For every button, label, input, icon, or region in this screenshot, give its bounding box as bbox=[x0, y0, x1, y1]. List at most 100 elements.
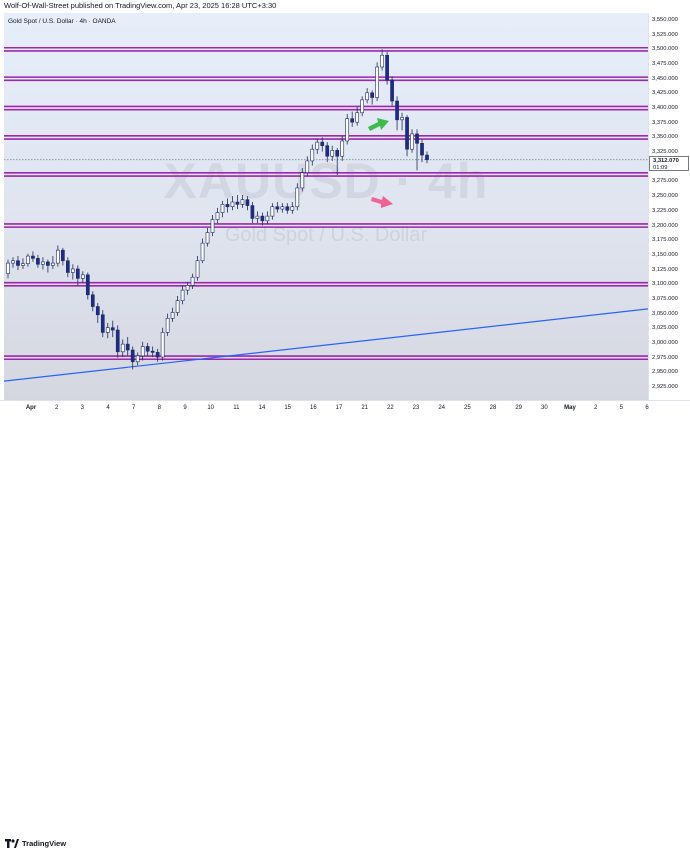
candle-down bbox=[371, 93, 374, 98]
price-tick: 3,000.000 bbox=[652, 340, 678, 346]
tradingview-logo-icon bbox=[5, 839, 19, 848]
time-tick: 10 bbox=[207, 405, 214, 411]
time-tick: 25 bbox=[464, 405, 471, 411]
trendline bbox=[4, 309, 648, 381]
price-tick: 3,050.000 bbox=[652, 311, 678, 317]
footer-brand: TradingView bbox=[22, 839, 66, 848]
current-price-value: 3,312.070 bbox=[653, 158, 679, 164]
time-tick: 3 bbox=[81, 405, 84, 411]
candle-up bbox=[171, 312, 174, 318]
candle-up bbox=[361, 100, 364, 113]
candle-down bbox=[420, 143, 423, 155]
candle-down bbox=[146, 346, 149, 351]
price-tick: 2,925.000 bbox=[652, 384, 678, 390]
candle-down bbox=[61, 250, 64, 261]
candle-up bbox=[176, 301, 179, 313]
candle-up bbox=[311, 149, 314, 161]
time-tick: 8 bbox=[158, 405, 161, 411]
candle-up bbox=[241, 200, 244, 205]
symbol-title[interactable]: Gold Spot / U.S. Dollar · 4h · OANDA bbox=[8, 18, 116, 25]
candle-down bbox=[391, 80, 394, 101]
price-tick: 3,450.000 bbox=[652, 76, 678, 82]
time-tick: 7 bbox=[132, 405, 135, 411]
candle-up bbox=[356, 113, 359, 122]
price-tick: 2,975.000 bbox=[652, 355, 678, 361]
candle-up bbox=[206, 233, 209, 244]
price-tick: 3,550.000 bbox=[652, 17, 678, 23]
time-tick: 23 bbox=[413, 405, 420, 411]
bar-countdown: 01:09 bbox=[653, 165, 668, 171]
candle-down bbox=[96, 307, 99, 315]
candle-down bbox=[86, 275, 89, 295]
candle-down bbox=[276, 207, 279, 209]
price-tick: 3,400.000 bbox=[652, 105, 678, 111]
candle-up bbox=[211, 220, 214, 233]
candle-down bbox=[351, 119, 354, 123]
candle-up bbox=[26, 256, 29, 264]
candle-down bbox=[226, 204, 229, 206]
price-tick: 3,500.000 bbox=[652, 46, 678, 52]
candle-down bbox=[46, 262, 49, 266]
time-tick: Apr bbox=[26, 405, 36, 411]
candle-up bbox=[216, 213, 219, 220]
candle-up bbox=[266, 216, 269, 221]
current-price-label: 3,312.070 01:09 bbox=[649, 156, 689, 171]
price-tick: 3,150.000 bbox=[652, 252, 678, 258]
candle-up bbox=[6, 263, 9, 274]
price-tick: 3,100.000 bbox=[652, 281, 678, 287]
candle-up bbox=[186, 285, 189, 290]
price-plot[interactable] bbox=[0, 0, 690, 433]
time-tick: 21 bbox=[361, 405, 368, 411]
price-tick: 3,125.000 bbox=[652, 267, 678, 273]
pink-down-arrow-icon bbox=[371, 196, 393, 208]
candle-up bbox=[316, 142, 319, 149]
candle-up bbox=[71, 269, 74, 273]
price-tick: 3,325.000 bbox=[652, 149, 678, 155]
candle-down bbox=[116, 330, 119, 352]
candle-up bbox=[56, 250, 59, 263]
candle-down bbox=[16, 261, 19, 266]
candle-up bbox=[381, 55, 384, 67]
candle-up bbox=[231, 202, 234, 207]
candle-down bbox=[31, 256, 34, 258]
time-scale[interactable] bbox=[0, 400, 690, 419]
price-tick: 2,950.000 bbox=[652, 369, 678, 375]
candle-down bbox=[415, 134, 418, 143]
time-tick: 15 bbox=[284, 405, 291, 411]
candle-down bbox=[101, 315, 104, 333]
candle-up bbox=[21, 264, 24, 266]
candle-down bbox=[151, 351, 154, 352]
time-tick: 22 bbox=[387, 405, 394, 411]
candle-down bbox=[251, 206, 254, 219]
candle-down bbox=[425, 155, 428, 160]
time-tick: 17 bbox=[336, 405, 343, 411]
candle-up bbox=[51, 263, 54, 265]
candle-up bbox=[410, 134, 413, 149]
candle-up bbox=[11, 261, 14, 263]
candle-up bbox=[81, 275, 84, 279]
candle-up bbox=[301, 173, 304, 188]
time-tick: 16 bbox=[310, 405, 317, 411]
candle-down bbox=[111, 328, 114, 330]
time-tick: 2 bbox=[594, 405, 597, 411]
time-tick: 5 bbox=[620, 405, 623, 411]
price-tick: 3,025.000 bbox=[652, 325, 678, 331]
price-tick: 3,075.000 bbox=[652, 296, 678, 302]
candle-up bbox=[256, 216, 259, 218]
price-tick: 3,350.000 bbox=[652, 134, 678, 140]
candle-up bbox=[291, 207, 294, 211]
candle-up bbox=[201, 243, 204, 261]
candle-up bbox=[121, 344, 124, 352]
candle-up bbox=[366, 93, 369, 100]
candle-down bbox=[396, 101, 399, 120]
green-up-arrow-icon bbox=[368, 118, 389, 131]
candle-up bbox=[346, 119, 349, 141]
footer: TradingView bbox=[0, 418, 690, 433]
candle-down bbox=[156, 352, 159, 357]
candle-down bbox=[321, 142, 324, 146]
candle-down bbox=[261, 216, 264, 221]
candle-down bbox=[76, 269, 79, 278]
candle-down bbox=[66, 261, 69, 273]
candle-up bbox=[161, 332, 164, 357]
candle-up bbox=[196, 261, 199, 277]
